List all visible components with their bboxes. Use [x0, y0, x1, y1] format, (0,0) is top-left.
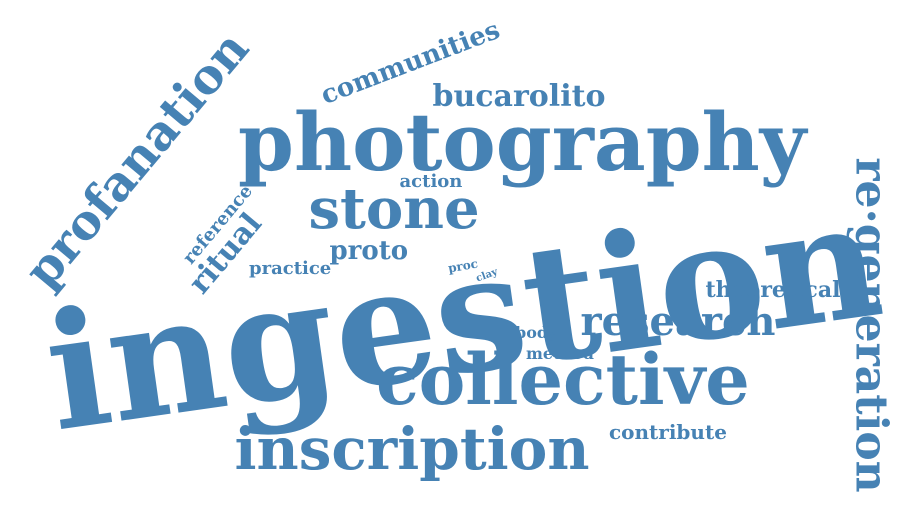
word-body: body — [515, 323, 558, 342]
word-stone: stone — [308, 176, 480, 242]
word-collective: collective — [376, 338, 750, 421]
word-photography: photography — [238, 95, 807, 189]
word-action: action — [399, 171, 463, 192]
word-contribute: contribute — [609, 420, 727, 444]
word-research: research — [580, 298, 776, 345]
word-bucarolito: bucarolito — [432, 79, 606, 114]
word-practice: practice — [249, 258, 332, 279]
word-inscription: inscription — [234, 415, 590, 483]
word-theoretical: theoretical — [705, 277, 841, 303]
word-regeneration: re·generation — [845, 157, 897, 493]
word-proto: proto — [329, 236, 409, 266]
word-method: method — [526, 344, 594, 363]
